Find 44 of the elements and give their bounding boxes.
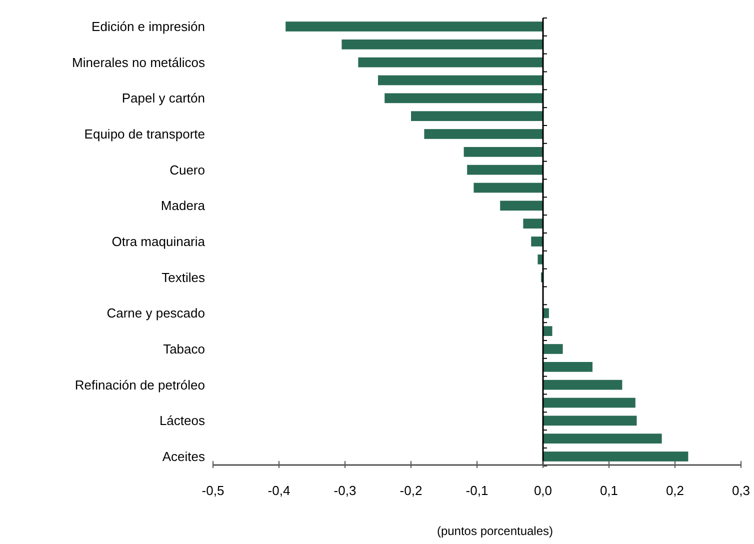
y-tick-label: Edición e impresión <box>92 19 205 34</box>
y-tick-label: Minerales no metálicos <box>72 54 206 70</box>
bar <box>531 236 543 246</box>
y-tick-label: Tabaco <box>163 342 205 357</box>
x-tick-label: -0,3 <box>334 483 356 498</box>
bar <box>523 218 543 229</box>
y-tick-label: Papel y cartón <box>122 90 205 106</box>
bar <box>543 362 592 372</box>
x-tick-label: 0,0 <box>534 483 552 498</box>
x-axis-title: (puntos porcentuales) <box>436 524 554 538</box>
bar <box>286 22 543 32</box>
x-tick-label: 0,2 <box>666 483 684 498</box>
bar <box>384 93 543 104</box>
x-tick-label: 0,3 <box>732 483 750 498</box>
bar <box>464 146 543 157</box>
y-tick-label: Textiles <box>162 270 206 285</box>
y-tick-label: Equipo de transporte <box>84 126 205 142</box>
y-tick-label: Aceites <box>162 449 206 464</box>
bar <box>543 344 563 354</box>
x-tick-label: -0,5 <box>202 483 224 498</box>
bar <box>543 380 622 390</box>
y-tick-label: Carne y pescado <box>106 306 205 321</box>
bar <box>543 398 636 408</box>
bar <box>474 182 543 193</box>
bar <box>342 40 543 50</box>
x-tick-label: -0,4 <box>268 483 290 498</box>
x-tick-label: -0,2 <box>400 483 422 498</box>
bar <box>543 416 637 426</box>
y-tick-label: Refinación de petróleo <box>74 377 205 392</box>
bar <box>543 452 688 462</box>
bar <box>378 75 543 86</box>
bar <box>538 254 543 264</box>
y-tick-label: Lácteos <box>159 413 206 428</box>
x-tick-label: 0,1 <box>600 483 618 498</box>
bar <box>424 129 543 139</box>
bar <box>358 57 543 68</box>
x-tick-label: -0,1 <box>466 483 488 498</box>
bar <box>467 164 543 175</box>
bar <box>543 434 662 444</box>
y-tick-label: Cuero <box>170 162 205 178</box>
bar <box>411 111 543 122</box>
y-tick-label: Madera <box>160 198 206 214</box>
y-tick-label: Otra maquinaria <box>112 234 206 250</box>
bar <box>500 200 543 211</box>
